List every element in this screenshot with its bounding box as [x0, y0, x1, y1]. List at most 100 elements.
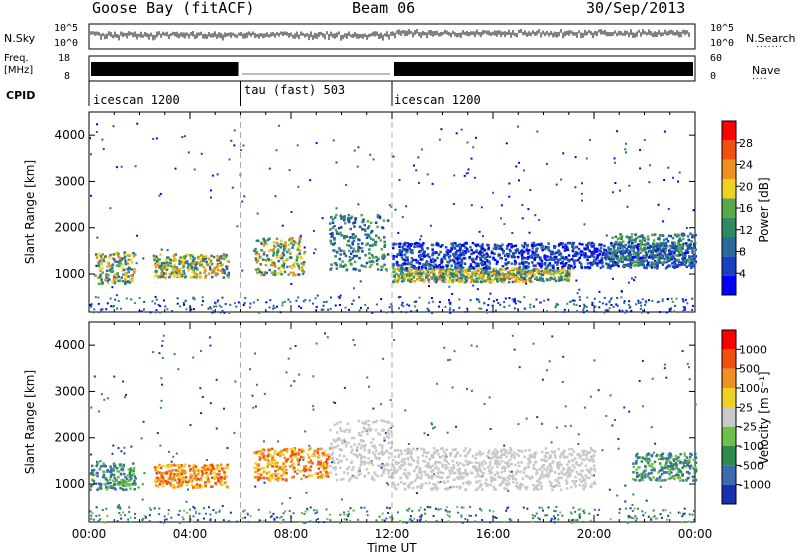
echo-cell: [567, 260, 570, 263]
echo-cell: [609, 252, 613, 256]
echo-cell: [244, 297, 247, 299]
echo-cell: [92, 311, 95, 314]
echo-cell: [564, 425, 567, 428]
echo-cell: [192, 486, 195, 489]
echo-cell: [98, 252, 101, 256]
echo-cell: [165, 472, 169, 475]
echo-cell: [341, 260, 344, 263]
echo-cell: [682, 310, 685, 313]
echo-cell: [213, 477, 217, 480]
echo-cell: [526, 245, 529, 248]
echo-cell: [603, 256, 607, 259]
echo-cell: [505, 509, 508, 512]
echo-cell: [448, 285, 451, 288]
echo-cell: [253, 249, 256, 253]
echo-cell: [203, 517, 205, 520]
echo-cell: [490, 274, 494, 277]
echo-cell: [608, 300, 611, 303]
echo-cell: [199, 271, 202, 275]
echo-cell: [424, 261, 428, 265]
echo-cell: [207, 478, 210, 481]
echo-cell: [447, 280, 450, 284]
echo-cell: [511, 232, 514, 234]
echo-cell: [489, 272, 493, 276]
echo-cell: [525, 282, 528, 285]
echo-cell: [189, 263, 193, 266]
echo-cell: [495, 278, 499, 281]
echo-cell: [513, 262, 517, 266]
echo-cell: [260, 453, 263, 456]
echo-cell: [130, 261, 134, 264]
echo-cell: [219, 481, 222, 484]
echo-cell: [498, 244, 502, 248]
echo-cell: [478, 277, 481, 280]
echo-cell: [271, 476, 274, 480]
echo-cell: [381, 518, 384, 521]
echo-cell: [514, 244, 518, 247]
echo-cell: [219, 476, 223, 479]
echo-cell: [127, 280, 130, 283]
echo-cell: [188, 479, 191, 482]
echo-cell: [405, 521, 408, 524]
echo-cell: [395, 242, 398, 246]
echo-cell: [122, 463, 126, 467]
echo-cell: [652, 247, 655, 251]
echo-cell: [692, 263, 695, 266]
echo-cell: [100, 521, 103, 524]
echo-cell: [281, 502, 284, 505]
echo-cell: [123, 253, 126, 257]
echo-cell: [598, 508, 601, 511]
echo-cell: [648, 244, 652, 247]
echo-cell: [435, 279, 439, 282]
echo-cell: [398, 242, 401, 246]
echo-cell: [620, 296, 623, 299]
echo-cell: [166, 264, 170, 267]
echo-cell: [293, 470, 297, 473]
echo-cell: [158, 478, 161, 482]
echo-cell: [222, 276, 226, 279]
echo-cell: [306, 507, 309, 510]
echo-cell: [340, 498, 343, 501]
echo-cell: [300, 306, 303, 309]
echo-cell: [559, 242, 562, 245]
echo-cell: [626, 258, 629, 261]
echo-cell: [327, 475, 330, 478]
echo-cell: [431, 253, 434, 257]
echo-cell: [182, 518, 185, 521]
echo-cell: [617, 447, 620, 450]
echo-cell: [593, 247, 597, 250]
echo-cell: [477, 269, 480, 273]
echo-cell: [180, 480, 184, 483]
echo-cell: [178, 262, 181, 266]
echo-cell: [296, 472, 299, 475]
echo-cell: [650, 255, 653, 258]
echo-cell: [671, 244, 675, 247]
echo-cell: [285, 371, 288, 374]
echo-cell: [128, 281, 132, 284]
echo-cell: [512, 267, 515, 270]
echo-cell: [153, 480, 157, 483]
echo-cell: [686, 260, 689, 263]
echo-cell: [103, 398, 106, 401]
echo-cell: [609, 267, 612, 270]
echo-cell: [440, 518, 443, 521]
echo-cell: [276, 453, 279, 456]
echo-cell: [632, 249, 635, 253]
echo-cell: [143, 308, 145, 311]
echo-cell: [589, 519, 592, 522]
echo-cell: [454, 267, 457, 271]
echo-cell: [169, 484, 173, 487]
echo-cell: [488, 267, 492, 270]
echo-cell: [483, 302, 486, 305]
echo-cell: [412, 266, 415, 269]
echo-cell: [133, 268, 136, 271]
echo-cell: [459, 273, 463, 276]
echo-cell: [600, 259, 603, 262]
echo-cell: [639, 301, 642, 304]
echo-cell: [454, 269, 458, 272]
echo-cell: [241, 200, 244, 203]
echo-cell: [282, 518, 285, 521]
echo-cell: [415, 274, 418, 277]
echo-cell: [105, 486, 108, 489]
echo-cell: [166, 480, 170, 484]
